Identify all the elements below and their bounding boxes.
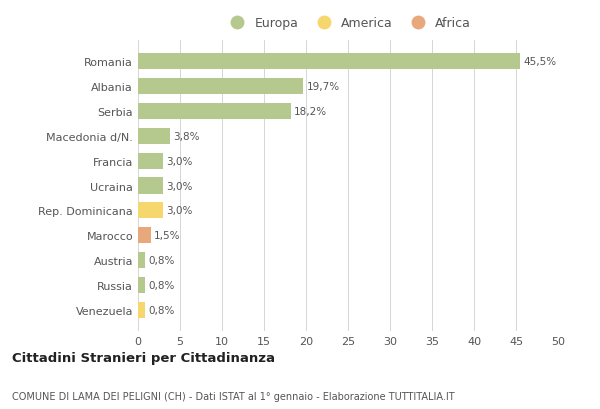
Bar	[138, 228, 151, 244]
Text: 3,8%: 3,8%	[173, 132, 200, 142]
Text: 0,8%: 0,8%	[148, 305, 175, 315]
Text: 0,8%: 0,8%	[148, 280, 175, 290]
Bar	[138, 302, 145, 318]
Text: 18,2%: 18,2%	[294, 107, 328, 117]
Bar	[138, 79, 304, 95]
Text: 1,5%: 1,5%	[154, 231, 181, 240]
Bar	[138, 277, 145, 293]
Text: 0,8%: 0,8%	[148, 256, 175, 265]
Text: 45,5%: 45,5%	[524, 57, 557, 67]
Text: 19,7%: 19,7%	[307, 82, 340, 92]
Bar	[138, 178, 163, 194]
Bar	[138, 203, 163, 219]
Bar	[138, 54, 520, 70]
Bar	[138, 252, 145, 269]
Text: Cittadini Stranieri per Cittadinanza: Cittadini Stranieri per Cittadinanza	[12, 351, 275, 364]
Bar	[138, 103, 291, 120]
Text: 3,0%: 3,0%	[167, 156, 193, 166]
Text: COMUNE DI LAMA DEI PELIGNI (CH) - Dati ISTAT al 1° gennaio - Elaborazione TUTTIT: COMUNE DI LAMA DEI PELIGNI (CH) - Dati I…	[12, 391, 455, 401]
Bar	[138, 153, 163, 169]
Bar	[138, 128, 170, 144]
Text: 3,0%: 3,0%	[167, 206, 193, 216]
Legend: Europa, America, Africa: Europa, America, Africa	[220, 12, 476, 35]
Text: 3,0%: 3,0%	[167, 181, 193, 191]
